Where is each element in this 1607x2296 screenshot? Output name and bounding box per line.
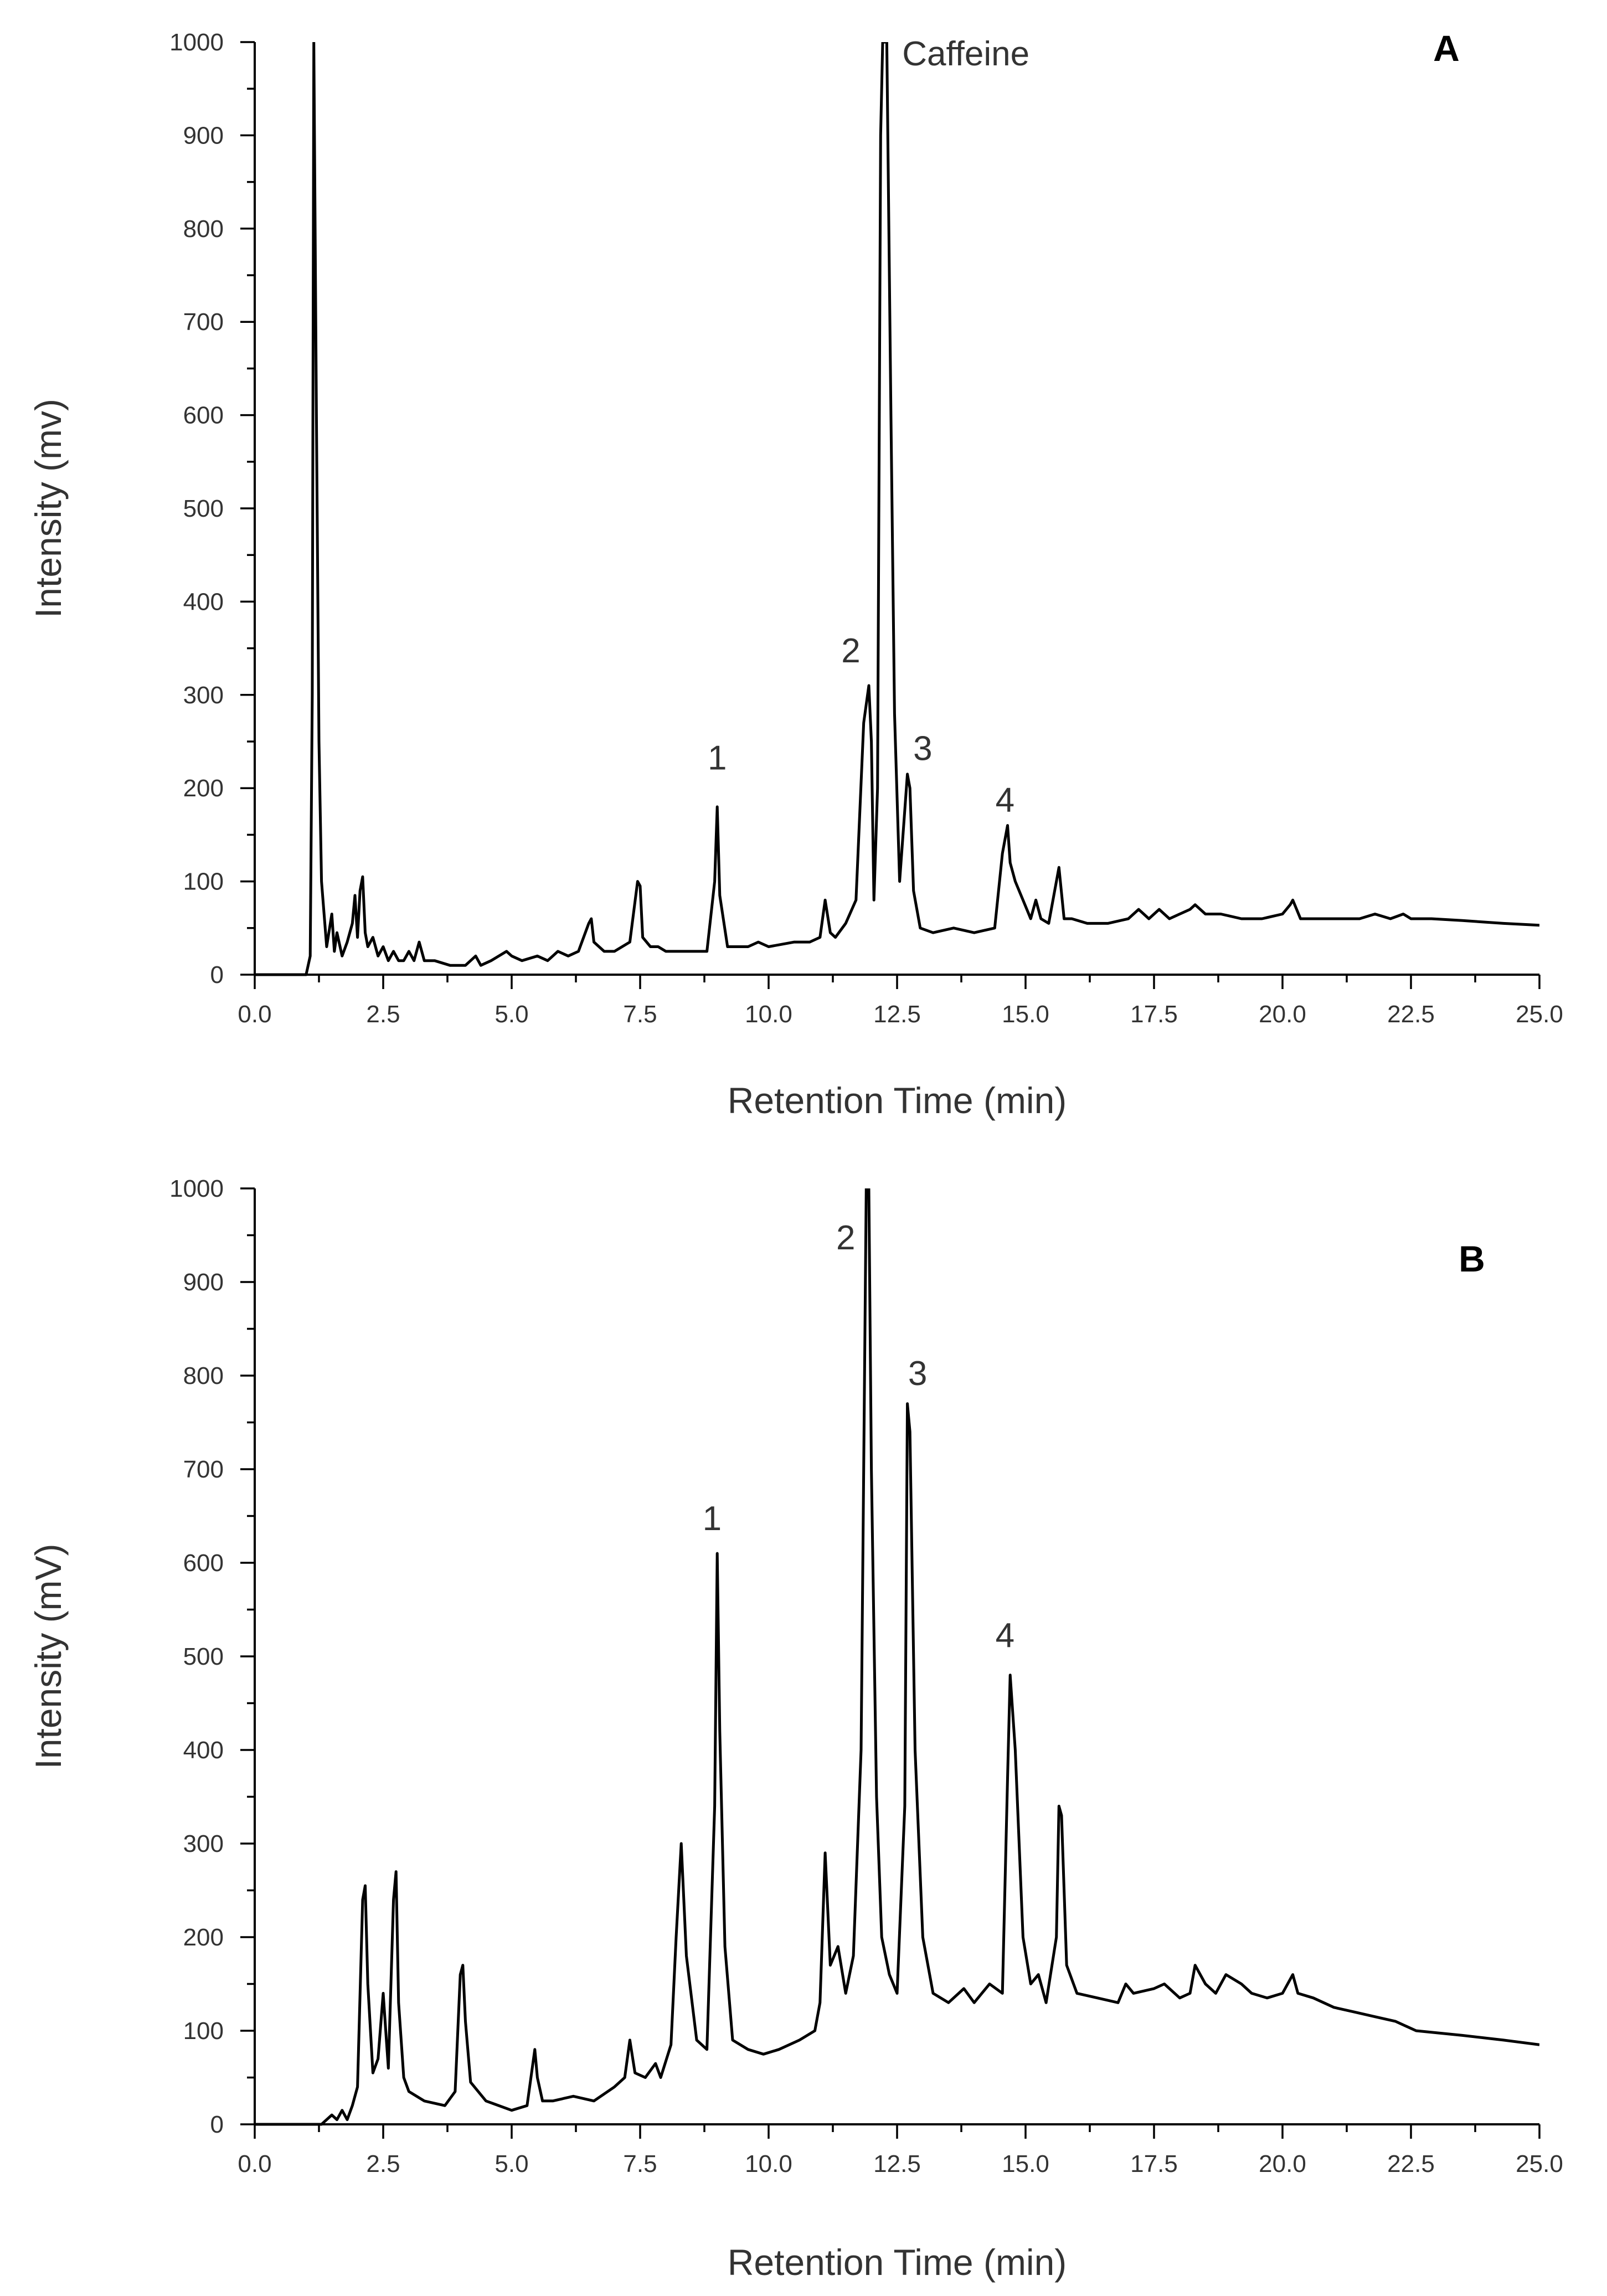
x-tick-label: 2.5 [366,1001,400,1028]
peak-number-label: 1 [708,739,727,778]
peak-number-label: 2 [841,632,860,670]
y-tick-label: 400 [183,588,224,615]
y-tick-label: 1000 [169,29,224,56]
caffeine-peak-label: Caffeine [902,35,1029,73]
x-tick-label: 17.5 [1130,2150,1178,2177]
y-tick-label: 700 [183,1456,224,1483]
x-tick-label: 22.5 [1387,1001,1435,1028]
x-tick-label: 7.5 [623,2150,657,2177]
panel-label: A [1433,28,1460,69]
y-tick-label: 100 [183,2017,224,2045]
x-axis-title: Retention Time (min) [728,1080,1067,1121]
x-tick-label: 5.0 [495,1001,528,1028]
x-tick-label: 12.5 [873,1001,921,1028]
y-tick-label: 600 [183,1549,224,1577]
x-tick-label: 0.0 [238,2150,271,2177]
x-tick-label: 25.0 [1516,2150,1563,2177]
panel-a: 0.0 2.5 5.0 7.5 10.0 12.5 15.0 17.5 20.0 22.5 25.0… [28,28,1563,1121]
x-tick-label: 20.0 [1259,1001,1306,1028]
x-tick-label: 2.5 [366,2150,400,2177]
y-tick-label: 200 [183,775,224,802]
y-tick-label: 0 [210,961,224,989]
chromatogram-line [255,1188,1539,2126]
chromatogram-line [255,42,1539,976]
x-tick-label: 15.0 [1002,1001,1049,1028]
y-axis-title: Intensity (mV) [28,1543,69,1769]
y-tick-label: 500 [183,1643,224,1670]
y-tick-label: 0 [210,2111,224,2138]
x-tick-label: 0.0 [238,1001,271,1028]
y-tick-label: 300 [183,682,224,709]
y-tick-label: 800 [183,215,224,243]
peak-number-label: 1 [703,1500,722,1538]
x-tick-label: 12.5 [873,2150,921,2177]
peak-number-label: 3 [908,1355,927,1393]
panel-b: 0.0 2.5 5.0 7.5 10.0 12.5 15.0 17.5 20.0 22.5 25.0… [28,1175,1563,2283]
y-tick-label: 400 [183,1737,224,1764]
x-tick-label: 17.5 [1130,1001,1178,1028]
x-axis-title: Retention Time (min) [728,2242,1067,2283]
y-tick-label: 300 [183,1830,224,1857]
x-tick-label: 10.0 [745,2150,792,2177]
x-tick-label: 25.0 [1516,1001,1563,1028]
panel-label: B [1459,1238,1485,1279]
peak-number-label: 2 [836,1219,855,1257]
x-tick-label: 5.0 [495,2150,528,2177]
peak-number-label: 4 [996,1617,1014,1655]
x-tick-label: 10.0 [745,1001,792,1028]
x-tick-label: 7.5 [623,1001,657,1028]
y-tick-label: 600 [183,402,224,429]
peak-number-label: 3 [913,730,932,768]
y-axis-title: Intensity (mv) [28,399,69,618]
y-tick-label: 900 [183,122,224,149]
x-tick-label: 20.0 [1259,2150,1306,2177]
y-tick-label: 800 [183,1362,224,1389]
y-tick-label: 200 [183,1924,224,1951]
x-tick-label: 22.5 [1387,2150,1435,2177]
y-tick-label: 100 [183,868,224,895]
y-tick-label: 700 [183,308,224,336]
x-tick-label: 15.0 [1002,2150,1049,2177]
y-tick-label: 500 [183,495,224,522]
peak-number-label: 4 [996,781,1014,819]
y-tick-label: 1000 [169,1175,224,1202]
y-tick-label: 900 [183,1269,224,1296]
